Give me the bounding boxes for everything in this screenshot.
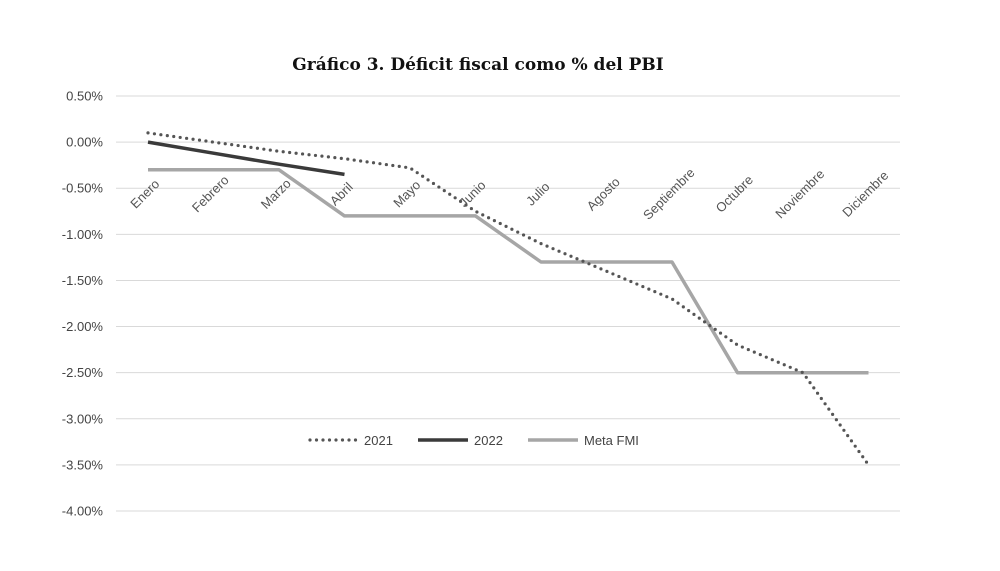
series-line-2021: [146, 131, 871, 467]
legend: 2021 2022 Meta FMI: [308, 433, 639, 448]
y-tick-label: -4.00%: [62, 504, 104, 519]
x-tick-label: Octubre: [713, 172, 756, 215]
x-tick-label: Abril: [327, 179, 356, 208]
y-tick-label: -3.00%: [62, 411, 104, 426]
x-tick-label: Mayo: [390, 177, 423, 210]
legend-label: 2022: [474, 433, 503, 448]
x-tick-label: Junio: [456, 178, 489, 211]
y-tick-label: 0.50%: [66, 89, 103, 104]
y-tick-label: 0.00%: [66, 135, 103, 150]
series-lines: [146, 131, 871, 467]
y-tick-label: -0.50%: [62, 181, 104, 196]
x-tick-label: Marzo: [258, 176, 294, 212]
gridlines: [116, 95, 900, 512]
y-tick-label: -2.50%: [62, 365, 104, 380]
legend-label: 2021: [364, 433, 393, 448]
x-tick-label: Enero: [127, 176, 162, 211]
series-line-2022: [147, 140, 345, 177]
legend-label: Meta FMI: [584, 433, 639, 448]
series-line-meta-fmi: [148, 168, 869, 375]
y-axis-ticks: 0.50% 0.00% -0.50% -1.00% -1.50% -2.00% -2.50%…: [62, 89, 104, 519]
y-tick-label: -1.00%: [62, 227, 104, 242]
chart-title: Gráfico 3. Déficit fiscal como % del PBI: [292, 55, 664, 75]
x-tick-label: Febrero: [189, 172, 232, 215]
x-tick-label: Julio: [523, 179, 553, 209]
x-axis-ticks: Enero Febrero Marzo Abril Mayo Junio Julio Agos…: [127, 165, 891, 223]
y-tick-label: -3.50%: [62, 457, 104, 472]
y-tick-label: -2.00%: [62, 319, 104, 334]
x-tick-label: Septiembre: [640, 165, 698, 223]
y-tick-label: -1.50%: [62, 273, 104, 288]
x-tick-label: Agosto: [584, 174, 623, 213]
x-tick-label: Noviembre: [772, 166, 827, 221]
x-tick-label: Diciembre: [839, 168, 891, 220]
